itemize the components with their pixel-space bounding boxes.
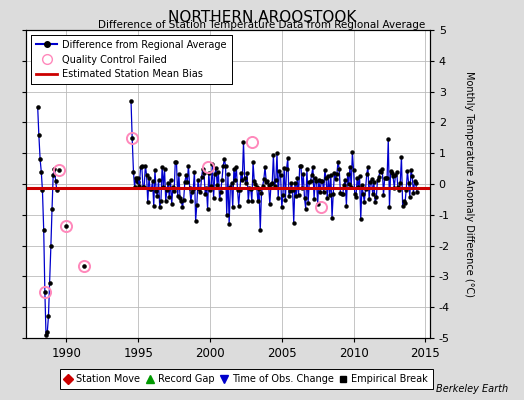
Text: NORTHERN AROOSTOOK: NORTHERN AROOSTOOK (168, 10, 356, 25)
Legend: Station Move, Record Gap, Time of Obs. Change, Empirical Break: Station Move, Record Gap, Time of Obs. C… (60, 370, 433, 389)
Legend: Difference from Regional Average, Quality Control Failed, Estimated Station Mean: Difference from Regional Average, Qualit… (31, 35, 232, 84)
Text: Berkeley Earth: Berkeley Earth (436, 384, 508, 394)
Y-axis label: Monthly Temperature Anomaly Difference (°C): Monthly Temperature Anomaly Difference (… (464, 71, 474, 297)
Text: Difference of Station Temperature Data from Regional Average: Difference of Station Temperature Data f… (99, 20, 425, 30)
